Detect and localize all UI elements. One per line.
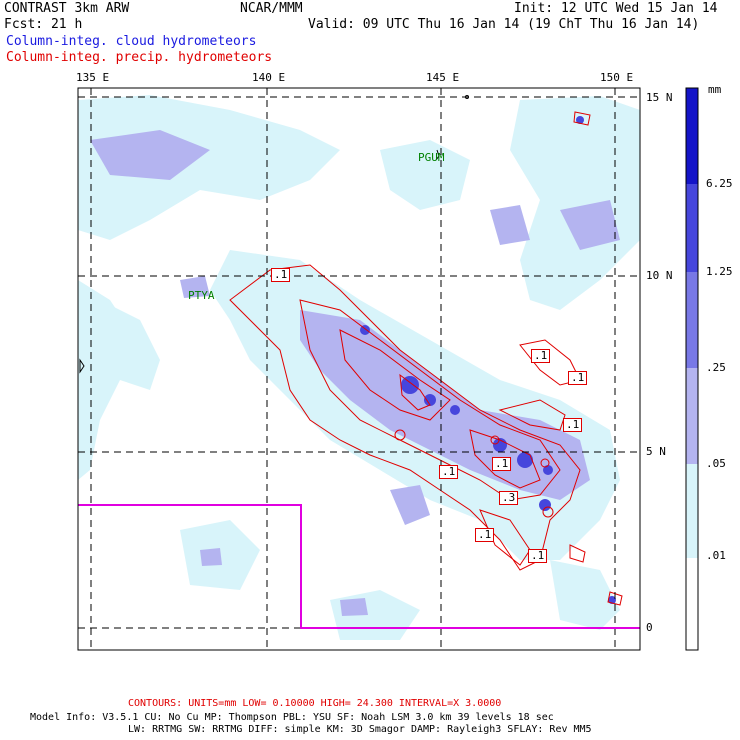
cloud-shading-dark [360, 116, 616, 604]
colorbar-swatch [686, 558, 698, 650]
colorbar-level: 1.25 [706, 265, 733, 278]
domain-boundary [78, 504, 640, 629]
lon-label: 135 E [76, 71, 110, 84]
map-frame [77, 87, 641, 651]
colorbar-swatch [686, 272, 698, 368]
place-label-ptya: PTYA [188, 289, 215, 302]
field-cloud-label: Column-integ. cloud hydrometeors [6, 34, 257, 49]
contour-info: CONTOURS: UNITS=mm LOW= 0.10000 HIGH= 24… [128, 698, 502, 709]
colorbar-swatch [686, 464, 698, 558]
lat-label: 5 N [646, 445, 666, 458]
colorbar-level: 6.25 [706, 177, 733, 190]
lat-label: 15 N [646, 91, 673, 104]
contour-label: .1 [271, 268, 291, 282]
model-title: CONTRAST 3km ARW [4, 1, 130, 16]
contour-label: .3 [499, 491, 519, 505]
colorbar-level: .05 [706, 457, 726, 470]
lat-label: 0 [646, 621, 653, 634]
colorbar-units: mm [708, 83, 722, 96]
place-label-pgum: PGUM [418, 151, 445, 164]
contour-label: .1 [531, 349, 551, 363]
colorbar-level: .25 [706, 361, 726, 374]
contour-label: .1 [568, 371, 588, 385]
init-time: Init: 12 UTC Wed 15 Jan 14 [514, 1, 718, 16]
colorbar-swatch [686, 368, 698, 464]
lon-label: 145 E [426, 71, 460, 84]
lat-label: 10 N [646, 269, 673, 282]
contour-label: .1 [439, 465, 459, 479]
colorbar-swatch [686, 184, 698, 272]
contour-label: .1 [475, 528, 495, 542]
model-info-line2: LW: RRTMG SW: RRTMG DIFF: simple KM: 3D … [128, 724, 592, 735]
forecast-hour: Fcst: 21 h [4, 17, 83, 32]
contour-label: .1 [492, 457, 512, 471]
lon-label: 150 E [600, 71, 634, 84]
contour-label: .1 [563, 418, 583, 432]
colorbar-frame [685, 87, 699, 651]
center-label: NCAR/MMM [240, 1, 303, 16]
colorbar-swatch [686, 88, 698, 184]
contour-label: .1 [528, 549, 548, 563]
model-info-line1: Model Info: V3.5.1 CU: No Cu MP: Thompso… [30, 712, 554, 723]
lon-label: 140 E [252, 71, 286, 84]
field-precip-label: Column-integ. precip. hydrometeors [6, 50, 273, 65]
colorbar-level: .01 [706, 549, 726, 562]
valid-time: Valid: 09 UTC Thu 16 Jan 14 (19 ChT Thu … [308, 17, 700, 32]
